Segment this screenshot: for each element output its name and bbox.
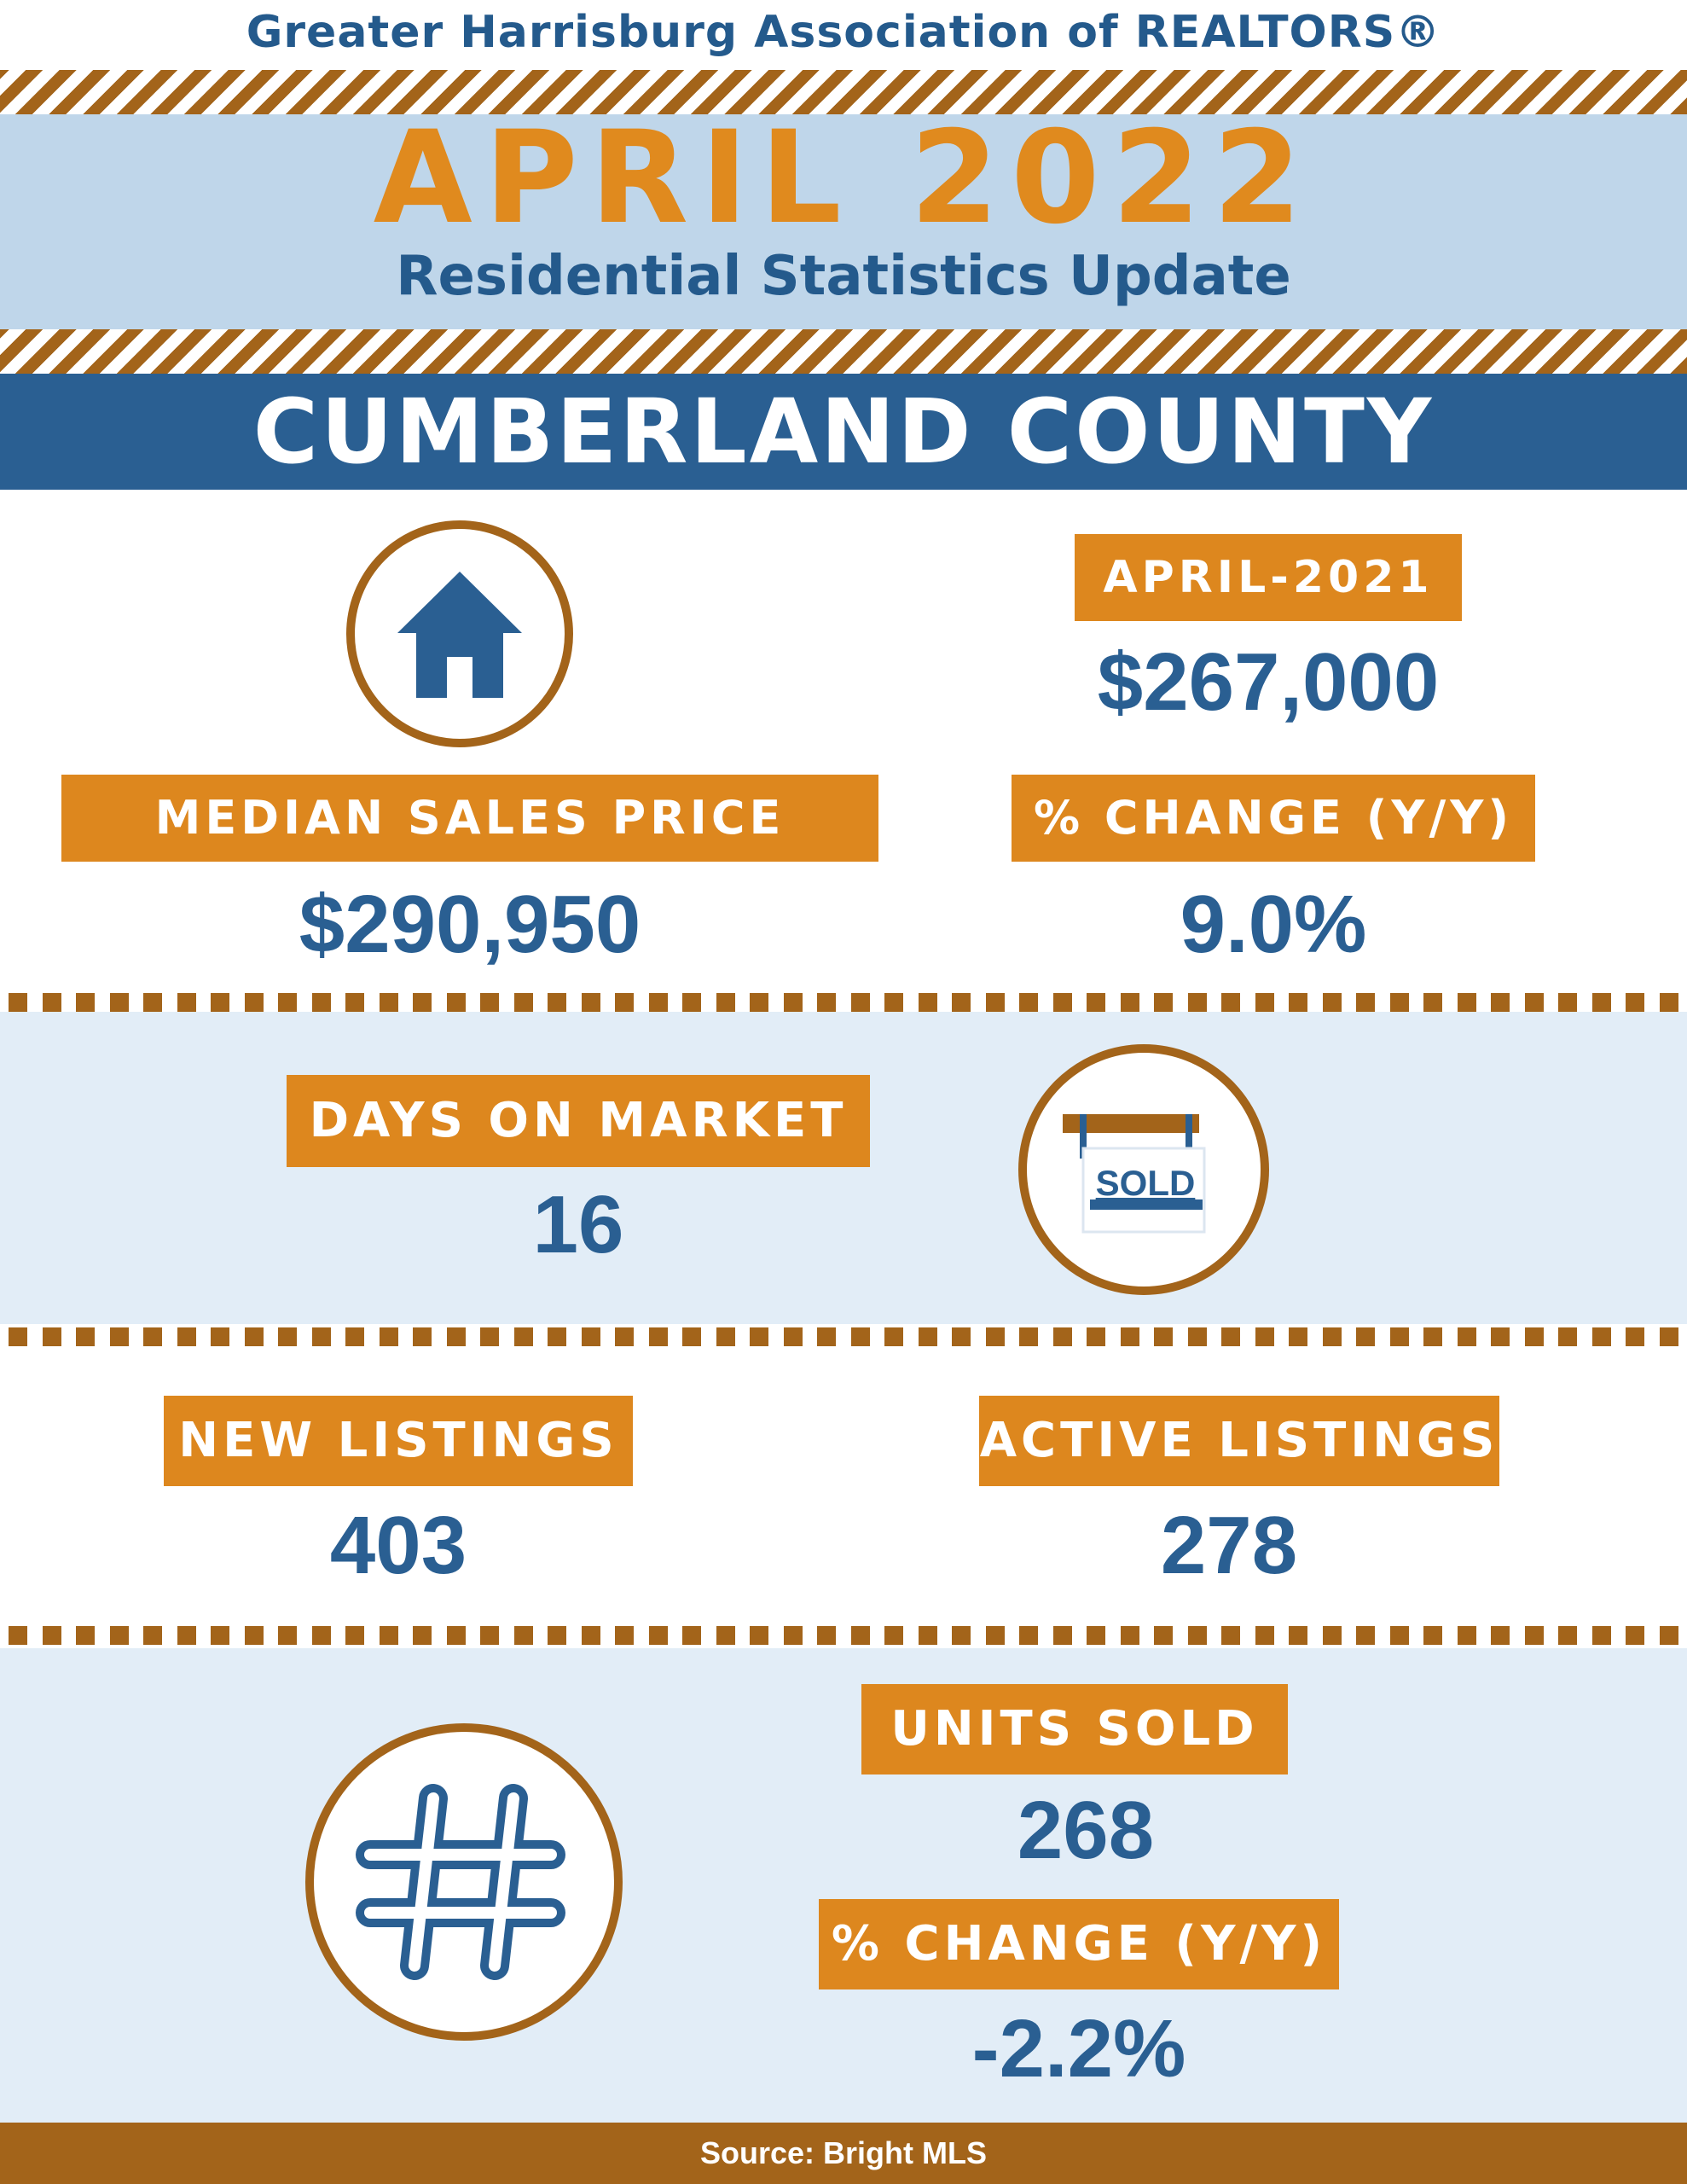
- days-on-market-value: 16: [532, 1179, 624, 1270]
- dotted-divider: [0, 993, 1687, 1012]
- sold-sign-icon: [1063, 1114, 1206, 1234]
- sold-sign-icon-circle: SOLD: [1018, 1044, 1269, 1295]
- price-change-value: 9.0%: [1180, 879, 1367, 970]
- hash-icon-circle: [305, 1723, 623, 2041]
- new-listings-value: 403: [329, 1500, 467, 1591]
- organization-name: Greater Harrisburg Association of REALTO…: [246, 7, 1441, 58]
- new-listings-label: NEW LISTINGS: [164, 1396, 633, 1486]
- footer-band: [0, 2123, 1687, 2184]
- units-change-label: % CHANGE (Y/Y): [819, 1899, 1339, 1989]
- sold-sign-text: SOLD: [1095, 1163, 1196, 1203]
- hash-icon: [356, 1784, 565, 1980]
- bottom-stripe-divider: [0, 329, 1687, 374]
- days-on-market-section: [0, 1012, 1687, 1324]
- source-credit: Source: Bright MLS: [699, 2135, 987, 2170]
- units-sold-label: UNITS SOLD: [861, 1684, 1288, 1774]
- median-sales-price-value: $290,950: [299, 879, 641, 970]
- price-change-label: % CHANGE (Y/Y): [1012, 775, 1535, 862]
- prior-year-value: $267,000: [1097, 636, 1440, 728]
- county-name: CUMBERLAND COUNTY: [252, 380, 1435, 484]
- median-sales-price-label: MEDIAN SALES PRICE: [61, 775, 878, 862]
- active-listings-value: 278: [1160, 1500, 1298, 1591]
- house-icon: [397, 572, 522, 698]
- days-on-market-label: DAYS ON MARKET: [287, 1075, 870, 1167]
- title-band: [0, 114, 1687, 329]
- report-subtitle: Residential Statistics Update: [396, 245, 1291, 308]
- units-change-value: -2.2%: [971, 2003, 1186, 2094]
- top-stripe-divider: [0, 70, 1687, 114]
- units-sold-section: [0, 1648, 1687, 2123]
- house-icon-circle: [346, 520, 573, 747]
- active-listings-label: ACTIVE LISTINGS: [979, 1396, 1499, 1486]
- dotted-divider: [0, 1626, 1687, 1645]
- units-sold-value: 268: [1017, 1785, 1155, 1876]
- county-band: [0, 374, 1687, 490]
- prior-year-label: APRIL-2021: [1075, 534, 1462, 621]
- dotted-divider: [0, 1327, 1687, 1346]
- report-month: APRIL 2022: [373, 104, 1314, 253]
